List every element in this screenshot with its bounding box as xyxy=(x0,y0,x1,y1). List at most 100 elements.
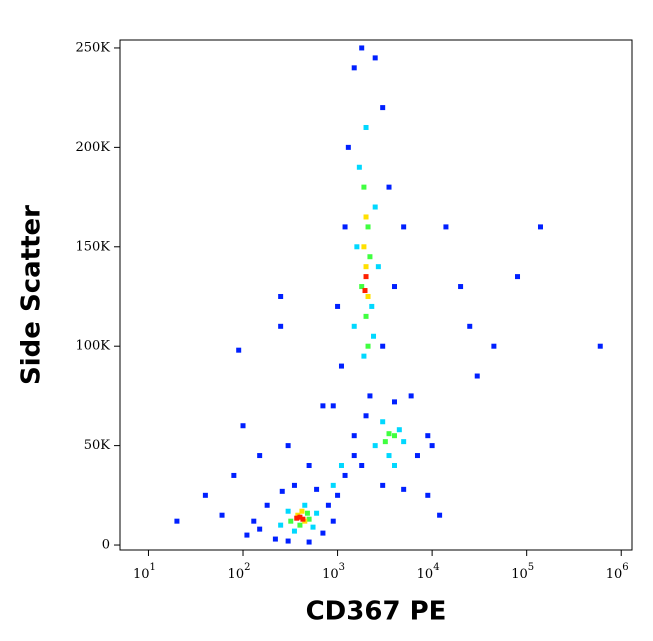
point xyxy=(257,526,263,532)
point xyxy=(363,124,369,130)
point xyxy=(306,516,312,522)
point xyxy=(425,433,431,439)
point xyxy=(474,373,480,379)
y-tick-label: 50K xyxy=(84,438,111,453)
point xyxy=(354,244,360,250)
point xyxy=(330,403,336,409)
point xyxy=(372,204,378,210)
point xyxy=(300,516,306,522)
point xyxy=(279,488,285,494)
point xyxy=(356,164,362,170)
point xyxy=(285,443,291,449)
point xyxy=(380,482,386,488)
x-tick-exponent: 1 xyxy=(150,562,156,573)
point xyxy=(386,431,392,437)
point xyxy=(285,508,291,514)
x-axis-title: CD367 PE xyxy=(306,597,447,627)
point xyxy=(391,284,397,290)
point xyxy=(361,244,367,250)
point xyxy=(367,393,373,399)
point xyxy=(380,419,386,425)
x-tick-base: 10 xyxy=(322,567,339,582)
point xyxy=(240,423,246,429)
point xyxy=(278,522,284,528)
point xyxy=(443,224,449,230)
point xyxy=(320,530,326,536)
y-axis-title: Side Scatter xyxy=(17,205,47,385)
point xyxy=(425,492,431,498)
point xyxy=(362,288,368,294)
point xyxy=(371,333,377,339)
point xyxy=(306,462,312,468)
point xyxy=(359,284,365,290)
y-tick-label: 100K xyxy=(75,339,110,354)
point xyxy=(491,343,497,349)
point xyxy=(375,264,381,270)
point xyxy=(345,144,351,150)
point xyxy=(174,518,180,524)
y-tick-label: 200K xyxy=(75,140,110,155)
point xyxy=(414,453,420,459)
point xyxy=(330,518,336,524)
point xyxy=(314,510,320,516)
point xyxy=(372,55,378,61)
point xyxy=(380,105,386,111)
x-tick-label: 102 xyxy=(228,562,251,582)
x-tick-exponent: 2 xyxy=(244,562,250,573)
point xyxy=(304,510,310,516)
point xyxy=(302,502,308,508)
point xyxy=(278,293,284,299)
point xyxy=(288,518,294,524)
point xyxy=(391,433,397,439)
point xyxy=(236,347,242,353)
point xyxy=(401,486,407,492)
y-tick-label: 150K xyxy=(75,239,110,254)
point xyxy=(391,462,397,468)
point xyxy=(363,264,369,270)
point xyxy=(363,313,369,319)
point xyxy=(285,538,291,544)
point xyxy=(320,403,326,409)
point xyxy=(299,508,305,514)
point xyxy=(359,462,365,468)
point xyxy=(351,453,357,459)
point xyxy=(219,512,225,518)
plot-frame xyxy=(119,39,633,551)
point xyxy=(391,399,397,405)
point xyxy=(386,184,392,190)
point xyxy=(202,492,208,498)
point xyxy=(342,472,348,478)
point xyxy=(363,274,369,280)
x-tick-exponent: 6 xyxy=(622,562,628,573)
point xyxy=(297,514,303,520)
point xyxy=(365,293,371,299)
point xyxy=(408,393,414,399)
point xyxy=(244,532,250,538)
point xyxy=(325,502,331,508)
point xyxy=(257,453,263,459)
point xyxy=(363,214,369,220)
x-tick-label: 106 xyxy=(606,562,629,582)
point xyxy=(369,303,375,309)
x-tick-base: 10 xyxy=(133,567,150,582)
point xyxy=(291,482,297,488)
point xyxy=(367,254,373,260)
point xyxy=(231,472,237,478)
point xyxy=(515,274,521,280)
point xyxy=(264,502,270,508)
point xyxy=(342,224,348,230)
point xyxy=(294,515,300,521)
point xyxy=(365,343,371,349)
point xyxy=(291,528,297,534)
x-tick-exponent: 5 xyxy=(528,562,534,573)
point xyxy=(306,539,312,545)
x-tick-base: 10 xyxy=(606,567,623,582)
point xyxy=(467,323,473,329)
point xyxy=(597,343,603,349)
point xyxy=(351,65,357,71)
point xyxy=(251,518,257,524)
y-tick-label: 250K xyxy=(75,40,110,55)
point xyxy=(365,224,371,230)
x-tick-label: 104 xyxy=(417,562,440,582)
